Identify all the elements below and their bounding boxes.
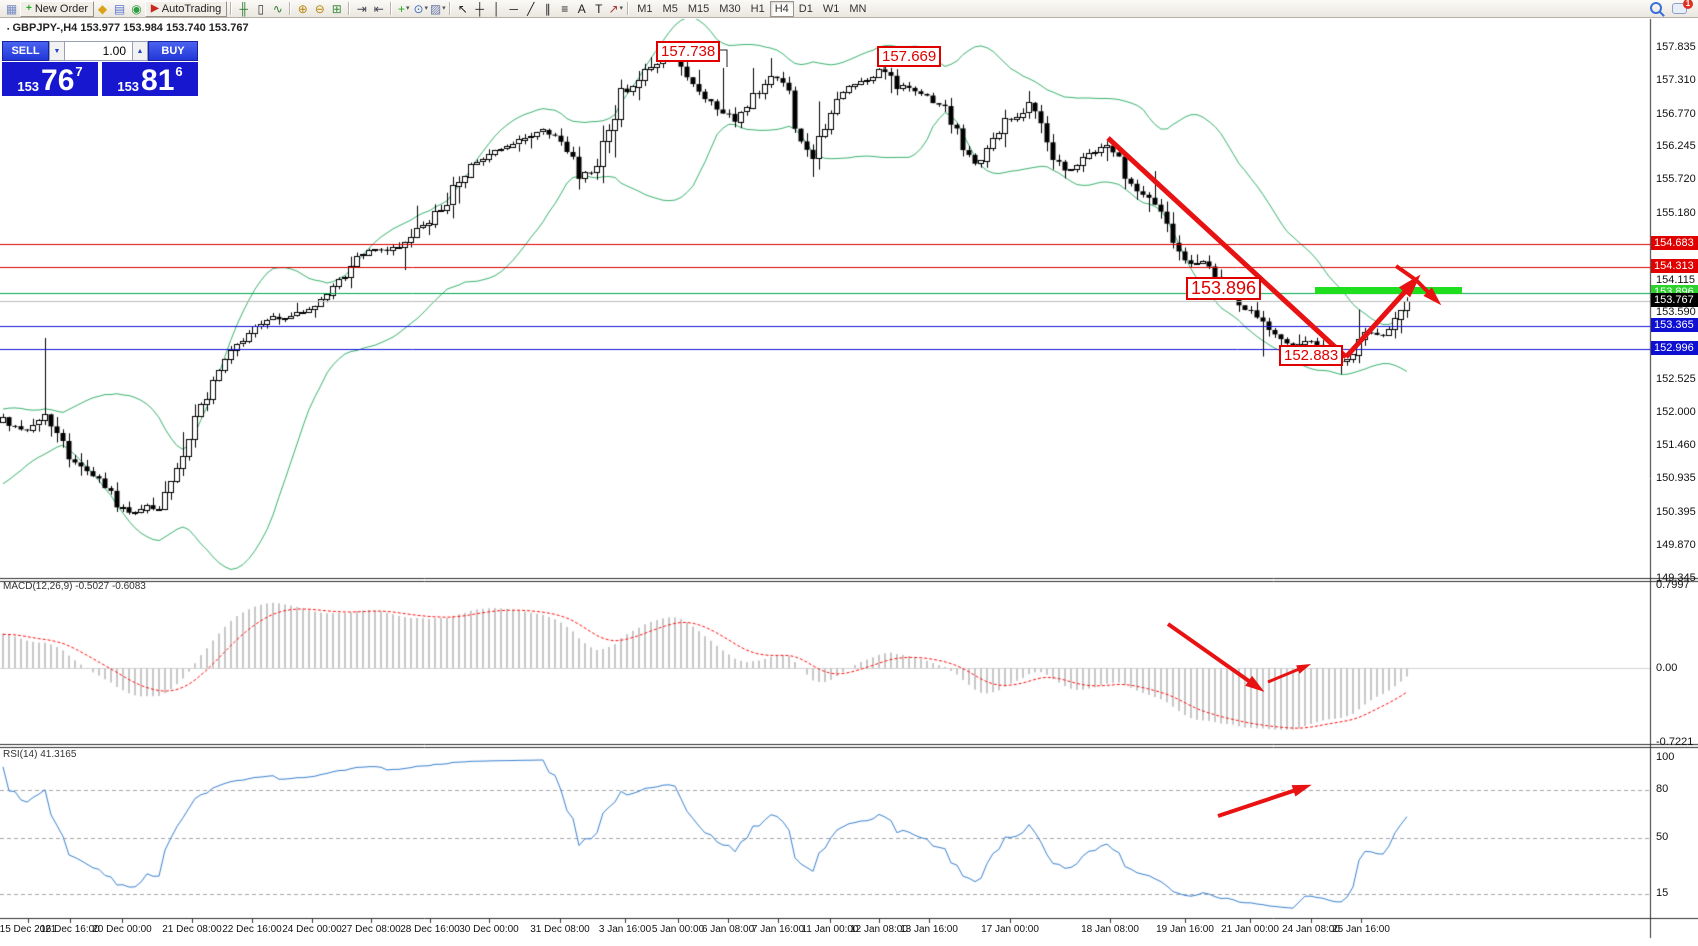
sell-price-big: 76 xyxy=(41,64,75,98)
toolbar-separator xyxy=(348,2,351,15)
toolbar-separator xyxy=(627,2,630,15)
zoom-out-icon[interactable]: ⊖ xyxy=(314,1,325,16)
data-window-icon[interactable]: ▤ xyxy=(113,1,126,16)
zoom-in-icon[interactable]: ⊕ xyxy=(297,1,308,16)
volume-input[interactable] xyxy=(65,41,132,61)
notification-badge: 1 xyxy=(1683,0,1693,9)
candlestick-chart-icon[interactable]: ▯ xyxy=(257,1,265,16)
crosshair-icon[interactable]: ┼ xyxy=(475,1,485,16)
fibonacci-icon[interactable]: ≡ xyxy=(561,1,569,16)
symbol-ohlc-text: GBPJPY-,H4 153.977 153.984 153.740 153.7… xyxy=(12,22,249,34)
rsi-label: RSI(14) 41.3165 xyxy=(3,749,77,760)
arrows-icon[interactable]: ↗ ▾ xyxy=(608,1,624,16)
timeframe-m5[interactable]: M5 xyxy=(662,2,678,15)
volume-increase-button[interactable]: ▲ xyxy=(132,41,148,61)
cursor-icon[interactable]: ↖ xyxy=(457,1,468,16)
timeframe-h4[interactable]: H4 xyxy=(769,0,794,17)
trendline-icon[interactable]: ╱ xyxy=(527,1,535,16)
timeframe-w1[interactable]: W1 xyxy=(822,2,840,15)
one-click-trading-panel: SELL ▼ ▲ BUY 153 76 7 153 81 6 xyxy=(2,41,198,96)
toolbar-separator xyxy=(390,2,393,15)
buy-price-prefix: 153 xyxy=(117,78,140,94)
autotrading-icon: ▶ xyxy=(151,3,159,14)
volume-decrease-button[interactable]: ▼ xyxy=(49,41,65,61)
toolbar-separator xyxy=(289,2,292,15)
signals-icon[interactable]: ◉ xyxy=(131,1,142,16)
auto-scroll-icon[interactable]: ⇥ xyxy=(356,1,367,16)
sell-price-pip: 7 xyxy=(75,64,83,79)
buy-price-pip: 6 xyxy=(175,64,183,79)
text-label-icon[interactable]: T xyxy=(595,1,603,16)
sell-button[interactable]: SELL xyxy=(2,41,49,61)
horizontal-line-icon[interactable]: ─ xyxy=(509,1,519,16)
toolbar-separator xyxy=(230,2,233,15)
new-order-button-label: New Order xyxy=(34,2,89,15)
new-order-icon: + xyxy=(26,3,32,14)
autotrading-button[interactable]: ▶ AutoTrading xyxy=(145,0,228,17)
toolbar-separator xyxy=(449,2,452,15)
timeframe-d1[interactable]: D1 xyxy=(798,2,813,15)
line-chart-icon[interactable]: ∿ xyxy=(272,1,283,16)
chevron-down-icon: ▾ xyxy=(442,4,446,12)
chart-window-icon[interactable]: ▦ xyxy=(5,1,18,16)
symbol-info: ▪ GBPJPY-,H4 153.977 153.984 153.740 153.… xyxy=(7,22,249,34)
timeframe-mn[interactable]: MN xyxy=(849,2,867,15)
timeframe-m15[interactable]: M15 xyxy=(687,2,710,15)
timeframe-m1[interactable]: M1 xyxy=(637,2,653,15)
channel-icon[interactable]: ∥ xyxy=(544,1,551,16)
market-watch-icon[interactable]: ◆ xyxy=(97,1,108,16)
profiles-icon[interactable]: ▨ ▾ xyxy=(429,1,446,16)
search-icon[interactable] xyxy=(1650,1,1662,14)
text-icon[interactable]: A xyxy=(577,1,586,16)
notifications-icon[interactable]: 1 xyxy=(1672,0,1693,14)
timeframe-m30[interactable]: M30 xyxy=(719,2,741,15)
support-highlight-bar[interactable] xyxy=(1315,287,1462,294)
chevron-down-icon: ▾ xyxy=(619,4,624,12)
timeframe-h1[interactable]: H1 xyxy=(750,2,765,15)
periods-icon[interactable]: ⊙ ▾ xyxy=(413,1,429,16)
new-chart-icon[interactable]: + ▾ xyxy=(398,1,410,16)
sell-price-prefix: 153 xyxy=(17,78,40,94)
tile-windows-icon[interactable]: ⊞ xyxy=(331,1,342,16)
autotrading-button-label: AutoTrading xyxy=(161,2,222,15)
buy-price-big: 81 xyxy=(141,64,175,98)
trade-panel-price-row: 153 76 7 153 81 6 xyxy=(2,62,198,96)
new-order-button[interactable]: + New Order xyxy=(20,0,95,17)
vertical-line-icon[interactable]: │ xyxy=(493,1,501,16)
buy-price[interactable]: 153 81 6 xyxy=(102,62,198,96)
sell-price[interactable]: 153 76 7 xyxy=(2,62,98,96)
trade-panel-top-row: SELL ▼ ▲ BUY xyxy=(2,41,198,61)
chart-shift-icon[interactable]: ⇤ xyxy=(373,1,384,16)
buy-button[interactable]: BUY xyxy=(148,41,198,61)
chart-symbol-icon: ▪ xyxy=(7,26,10,33)
macd-label: MACD(12,26,9) -0.5027 -0.6083 xyxy=(3,581,146,592)
bar-chart-icon[interactable]: ╫ xyxy=(239,1,249,16)
chevron-down-icon: ▾ xyxy=(424,4,429,12)
toolbar: ▦ + New Order ◆ ▤ ◉ ▶ AutoTrading ╫ ▯ ∿ ⊕ ⊖ ⊞ ⇥ ⇤ + ▾ ⊙ ▾ ▨ ▾… xyxy=(0,0,1698,18)
chevron-down-icon: ▾ xyxy=(406,4,410,12)
